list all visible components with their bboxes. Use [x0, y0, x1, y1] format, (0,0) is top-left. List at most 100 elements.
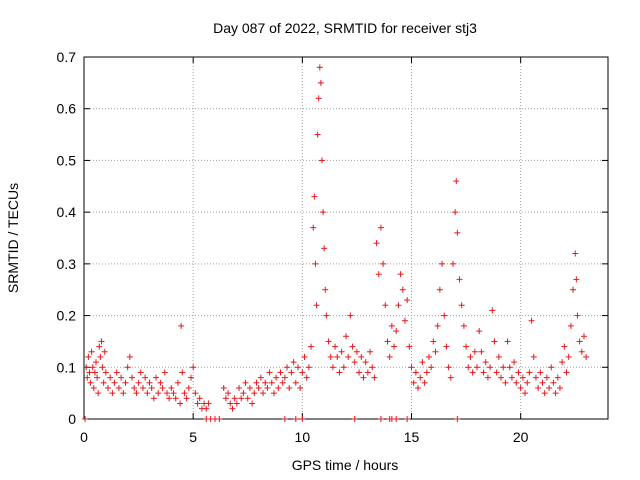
data-point: [469, 369, 476, 376]
data-point: [118, 374, 125, 381]
data-point: [194, 400, 201, 407]
data-point: [467, 353, 474, 360]
data-point: [360, 374, 367, 381]
y-tick-label: 0.2: [57, 308, 77, 324]
plot-area: [83, 56, 609, 420]
data-point: [157, 379, 164, 386]
data-point: [410, 379, 417, 386]
data-point: [107, 374, 114, 381]
data-point: [380, 260, 387, 267]
data-point: [126, 353, 133, 360]
data-point: [323, 312, 330, 319]
data-point: [504, 338, 511, 345]
data-point: [476, 328, 483, 335]
data-point: [153, 374, 160, 381]
data-point: [87, 379, 94, 386]
data-point: [432, 348, 439, 355]
data-point: [498, 374, 505, 381]
data-point: [251, 390, 258, 397]
data-point: [419, 359, 426, 366]
data-point: [541, 390, 548, 397]
data-point: [377, 416, 384, 422]
y-tick-label: 0.3: [57, 256, 77, 272]
data-point: [131, 384, 138, 391]
data-point: [135, 379, 142, 386]
data-point: [109, 390, 116, 397]
data-point: [404, 297, 411, 304]
data-point: [508, 374, 515, 381]
x-tick-label: 0: [80, 429, 88, 445]
chart-title: Day 087 of 2022, SRMTID for receiver stj…: [213, 20, 477, 36]
data-point: [327, 353, 334, 360]
data-point: [425, 353, 432, 360]
data-point: [449, 260, 456, 267]
data-point: [142, 374, 149, 381]
data-point: [320, 209, 327, 216]
grid-lines: [84, 57, 608, 419]
data-point: [268, 379, 275, 386]
data-point: [406, 343, 413, 350]
data-point: [220, 384, 227, 391]
data-point: [100, 379, 107, 386]
data-point: [91, 369, 98, 376]
data-point: [305, 364, 312, 371]
data-point: [500, 364, 507, 371]
data-point: [375, 271, 382, 278]
data-point: [537, 369, 544, 376]
x-tick-label: 10: [295, 429, 311, 445]
data-point: [524, 379, 531, 386]
data-point: [583, 353, 590, 360]
data-point: [303, 374, 310, 381]
data-point: [246, 384, 253, 391]
data-point: [356, 369, 363, 376]
data-point: [315, 95, 322, 102]
data-point: [95, 390, 102, 397]
data-point: [535, 384, 542, 391]
data-point: [532, 374, 539, 381]
data-point: [133, 390, 140, 397]
data-point: [573, 276, 580, 283]
data-point: [120, 390, 127, 397]
data-point: [454, 229, 461, 236]
data-point: [96, 343, 103, 350]
x-tick-label: 5: [189, 429, 197, 445]
data-point: [102, 369, 109, 376]
data-point: [478, 348, 485, 355]
data-point: [439, 260, 446, 267]
data-point: [430, 338, 437, 345]
data-point: [554, 374, 561, 381]
data-point: [163, 390, 170, 397]
data-point: [325, 338, 332, 345]
data-point: [351, 416, 358, 422]
data-point: [260, 390, 267, 397]
data-point: [313, 302, 320, 309]
data-point: [463, 343, 470, 350]
data-point: [515, 369, 522, 376]
data-point: [526, 369, 533, 376]
data-point: [556, 384, 563, 391]
data-point: [318, 157, 325, 164]
data-point: [334, 353, 341, 360]
data-point: [474, 364, 480, 371]
data-point: [262, 379, 269, 386]
data-point: [391, 343, 398, 350]
data-point: [316, 64, 323, 71]
data-points: [82, 64, 590, 422]
data-point: [227, 400, 234, 407]
data-point: [377, 224, 384, 231]
data-point: [203, 416, 210, 422]
data-point: [310, 224, 317, 231]
data-point: [495, 353, 502, 360]
data-point: [421, 379, 428, 386]
data-point: [539, 379, 546, 386]
data-point: [225, 390, 232, 397]
data-point: [471, 348, 478, 355]
data-point: [177, 400, 184, 407]
data-point: [115, 384, 122, 391]
axis-ticks: [83, 56, 608, 420]
data-point: [572, 250, 579, 257]
data-point: [139, 384, 146, 391]
data-point: [83, 364, 90, 371]
data-point: [550, 379, 557, 386]
